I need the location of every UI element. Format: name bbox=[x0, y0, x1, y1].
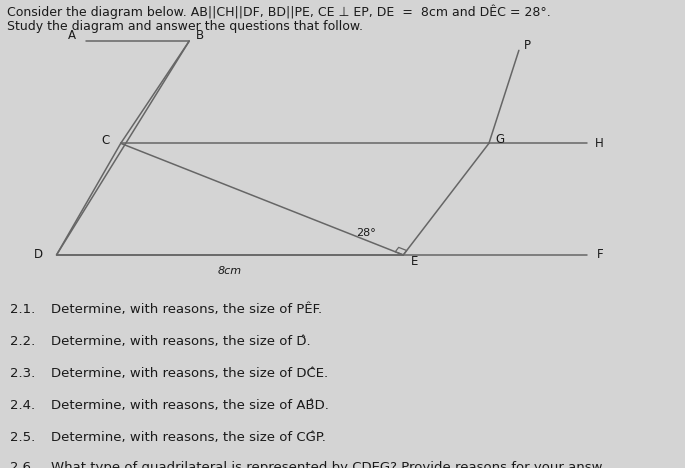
Text: 2.4.: 2.4. bbox=[10, 399, 36, 412]
Text: Consider the diagram below. AB||CH||DF, BD||PE, CE ⊥ EP, DE  =  8cm and DÊC = 28: Consider the diagram below. AB||CH||DF, … bbox=[7, 4, 551, 19]
Text: 2.3.: 2.3. bbox=[10, 366, 36, 380]
Text: C: C bbox=[101, 134, 110, 147]
Text: Determine, with reasons, the size of DĈE.: Determine, with reasons, the size of DĈ… bbox=[51, 366, 329, 380]
Text: Determine, with reasons, the size of CĜP.: Determine, with reasons, the size of CĜ… bbox=[51, 431, 326, 444]
Text: 28°: 28° bbox=[356, 228, 375, 238]
Text: 2.1.: 2.1. bbox=[10, 303, 36, 315]
Text: D: D bbox=[34, 249, 43, 262]
Text: A: A bbox=[67, 29, 75, 42]
Text: G: G bbox=[495, 133, 504, 146]
Text: Determine, with reasons, the size of PÊF.: Determine, with reasons, the size of PÊF… bbox=[51, 303, 323, 315]
Text: P: P bbox=[523, 38, 531, 51]
Text: Determine, with reasons, the size of AB̂D.: Determine, with reasons, the size of AB̂… bbox=[51, 399, 329, 412]
Text: 2.6.: 2.6. bbox=[10, 461, 36, 468]
Text: B: B bbox=[196, 29, 204, 42]
Text: Study the diagram and answer the questions that follow.: Study the diagram and answer the questio… bbox=[7, 20, 363, 33]
Text: 2.5.: 2.5. bbox=[10, 431, 36, 444]
Text: F: F bbox=[597, 249, 603, 262]
Text: 8cm: 8cm bbox=[218, 266, 242, 276]
Text: What type of quadrilateral is represented by CDEG? Provide reasons for your answ: What type of quadrilateral is represente… bbox=[51, 461, 603, 468]
Text: E: E bbox=[410, 255, 418, 268]
Text: H: H bbox=[595, 137, 604, 150]
Text: 2.2.: 2.2. bbox=[10, 335, 36, 348]
Text: Determine, with reasons, the size of D̂.: Determine, with reasons, the size of D̂. bbox=[51, 335, 311, 348]
